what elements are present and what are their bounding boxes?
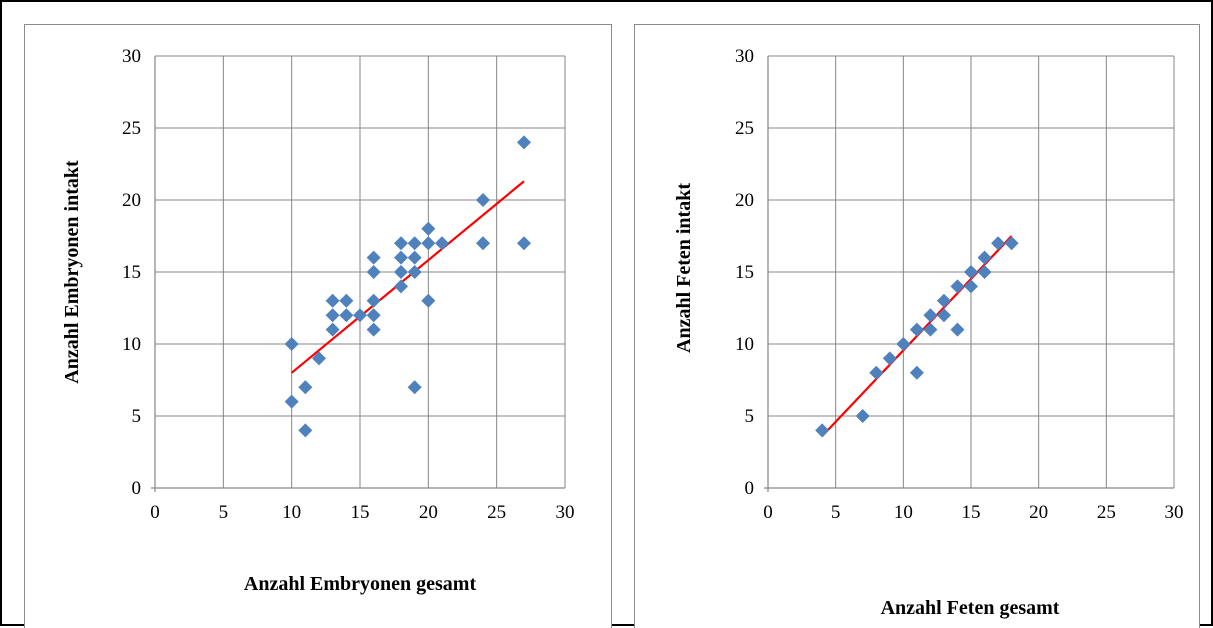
scatter-point (936, 308, 951, 323)
scatter-point (366, 308, 381, 323)
scatter-point (476, 193, 490, 207)
x-axis-title: Anzahl Embryonen gesamt (244, 573, 477, 595)
x-tick-label: 0 (150, 502, 160, 523)
x-tick-label: 20 (1029, 502, 1048, 523)
y-tick-label: 15 (735, 262, 754, 283)
y-tick-label: 5 (745, 406, 755, 427)
scatter-point (325, 308, 340, 323)
y-tick-label: 30 (122, 46, 141, 67)
scatter-point (991, 236, 1006, 251)
scatter-point (476, 236, 490, 251)
scatter-point (977, 265, 992, 279)
scatter-point (298, 423, 313, 438)
scatter-point (366, 265, 381, 279)
scatter-point (421, 293, 436, 308)
scatter-point (869, 365, 884, 380)
scatter-point (407, 250, 422, 265)
scatter-point (815, 423, 830, 438)
scatter-point (950, 279, 965, 294)
x-tick-label: 0 (763, 502, 773, 523)
y-axis-title: Anzahl Feten intakt (673, 183, 695, 353)
scatter-point (325, 322, 340, 337)
scatter-point (366, 322, 381, 337)
x-tick-label: 10 (282, 502, 301, 523)
scatter-point (407, 265, 422, 279)
scatter-point (366, 293, 381, 308)
data-points (815, 236, 1019, 438)
x-tick-label: 30 (1165, 502, 1184, 523)
y-tick-label: 25 (122, 118, 141, 139)
axis-tick-labels: 0 5 10 15 20 25 30 0 5 10 15 20 25 30 (735, 46, 1184, 523)
scatter-point (407, 380, 422, 395)
scatter-point (950, 322, 965, 337)
scatter-point (394, 250, 408, 265)
scatter-point (977, 250, 992, 265)
scatter-point (923, 308, 938, 323)
y-tick-label: 0 (745, 478, 755, 499)
scatter-point (394, 265, 408, 279)
x-tick-label: 25 (1097, 502, 1116, 523)
trendline (290, 180, 525, 374)
scatter-point (896, 337, 911, 351)
x-tick-label: 5 (831, 502, 841, 523)
scatter-point (339, 308, 354, 323)
scatter-point (284, 394, 299, 409)
y-tick-label: 25 (735, 118, 754, 139)
x-tick-label: 25 (487, 502, 506, 523)
y-tick-label: 15 (122, 262, 141, 283)
y-tick-label: 20 (122, 190, 141, 211)
x-tick-label: 10 (894, 502, 913, 523)
scatter-point (855, 409, 870, 423)
scatter-point (435, 236, 449, 251)
scatter-point (312, 351, 326, 366)
scatter-point (1004, 236, 1019, 251)
plot-grid (151, 55, 566, 492)
axis-tick-labels: 0 5 10 15 20 25 30 0 5 10 15 20 25 30 (122, 46, 575, 523)
scatter-point (909, 322, 924, 337)
scatter-point (882, 351, 897, 366)
scatter-point (339, 293, 354, 308)
x-tick-label: 5 (219, 502, 229, 523)
y-tick-label: 10 (122, 334, 141, 355)
x-tick-label: 20 (419, 502, 438, 523)
y-tick-label: 30 (735, 46, 754, 67)
y-tick-label: 20 (735, 190, 754, 211)
x-tick-label: 15 (351, 502, 370, 523)
x-tick-label: 15 (962, 502, 981, 523)
scatter-point (909, 365, 924, 380)
x-axis-title: Anzahl Feten gesamt (881, 597, 1060, 619)
scatter-chart-embryonen: 0 5 10 15 20 25 30 0 5 10 15 20 25 30 Anzahl Embryone… (61, 46, 575, 595)
scatter-point (936, 293, 951, 308)
scatter-point (325, 293, 340, 308)
y-tick-label: 0 (132, 478, 142, 499)
chart-panel-left (24, 24, 612, 628)
scatter-point (407, 236, 422, 251)
scatter-point (366, 250, 381, 265)
scatter-point (353, 308, 367, 323)
scatter-point (298, 380, 313, 395)
scatter-point (517, 236, 531, 251)
scatter-point (923, 322, 938, 337)
scatter-point (964, 265, 978, 279)
scatter-point (517, 135, 531, 150)
y-axis-title: Anzahl Embryonen intakt (61, 160, 83, 384)
y-tick-label: 10 (735, 334, 754, 355)
scatter-point (421, 236, 436, 251)
data-points (284, 135, 531, 438)
scatter-point (284, 337, 299, 351)
scatter-point (394, 279, 408, 294)
scatter-point (964, 279, 978, 294)
scatter-point (394, 236, 408, 251)
y-tick-label: 5 (132, 406, 142, 427)
scatter-point (421, 221, 436, 236)
trendline-group (290, 180, 525, 374)
scatter-chart-feten: 0 5 10 15 20 25 30 0 5 10 15 20 25 30 Anzahl Feten ge… (673, 46, 1184, 619)
x-tick-label: 30 (556, 502, 575, 523)
